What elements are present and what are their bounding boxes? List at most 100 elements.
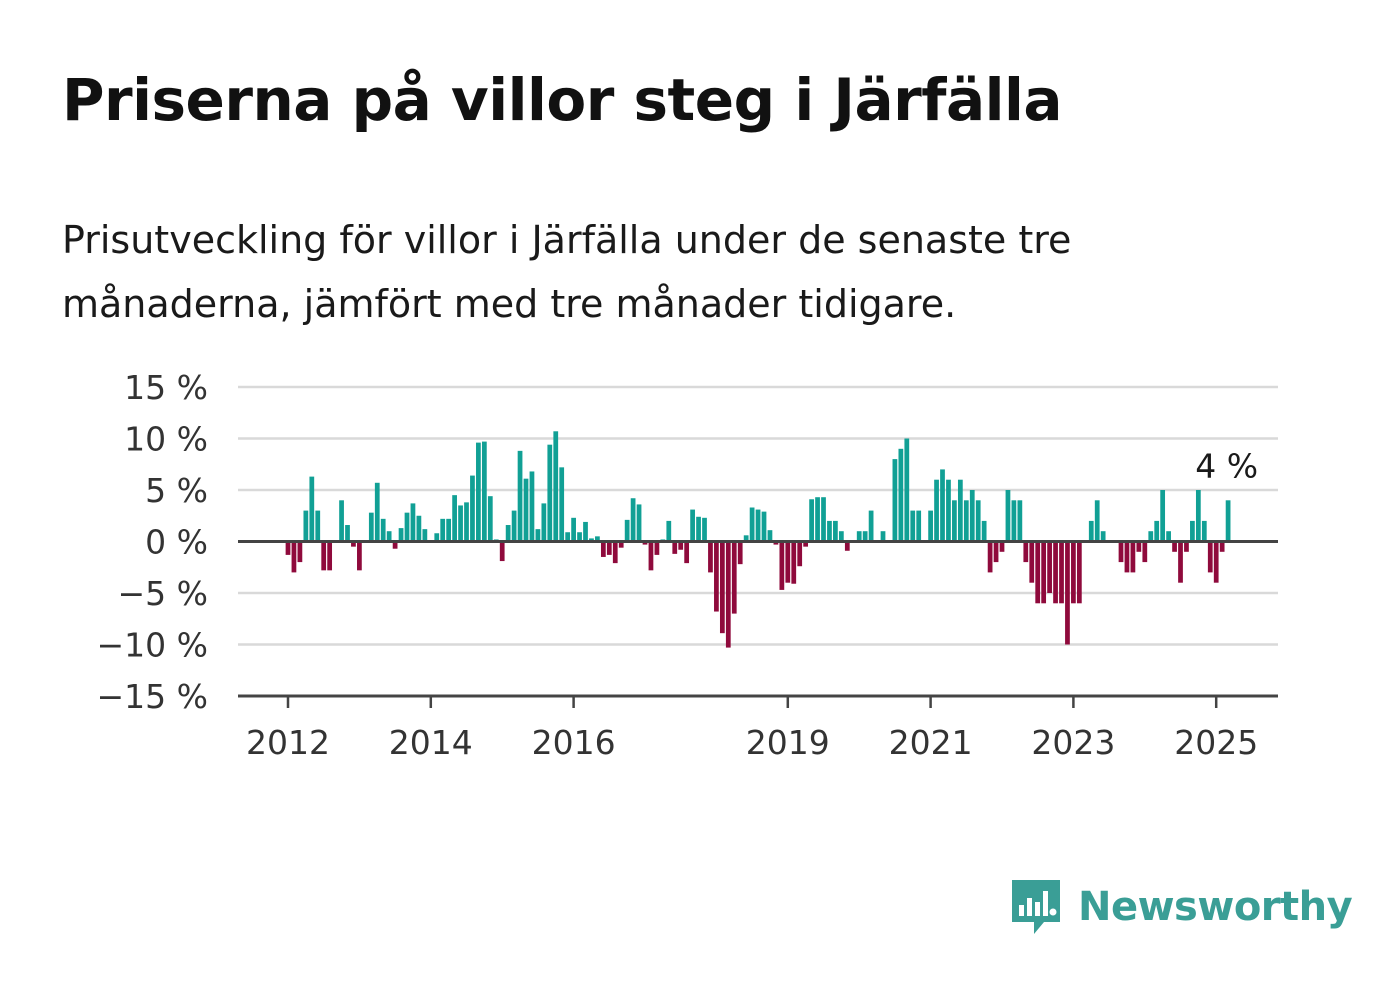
bar	[1178, 541, 1183, 583]
axes: 15 % 10 % 5 % 0 % −5 % −10 % −15 % 2012 2014 2016…	[97, 368, 1278, 762]
bar	[1130, 541, 1136, 573]
bar	[577, 532, 582, 542]
bar	[1041, 541, 1047, 604]
bar	[351, 541, 356, 547]
bar	[368, 512, 374, 542]
bar	[1195, 490, 1201, 542]
bar	[630, 498, 636, 542]
bar	[589, 538, 594, 542]
bar	[422, 529, 428, 542]
x-tick-label: 2023	[1031, 723, 1115, 762]
bar	[1219, 541, 1225, 552]
bar	[618, 541, 624, 548]
bar	[553, 431, 559, 542]
bar	[791, 541, 797, 584]
bar	[624, 519, 630, 542]
brand-name: Newsworthy	[1078, 884, 1353, 930]
bars	[285, 431, 1231, 648]
x-tick-label: 2012	[246, 723, 330, 762]
bar	[517, 450, 523, 542]
bar	[1154, 520, 1160, 542]
bar	[969, 490, 975, 542]
bar	[1017, 500, 1023, 542]
bar	[725, 541, 731, 648]
bar	[612, 541, 618, 564]
bar	[827, 520, 832, 542]
bar	[1059, 541, 1064, 604]
bar	[285, 541, 291, 555]
bar	[934, 479, 939, 542]
bar	[981, 520, 987, 542]
bar	[606, 541, 612, 555]
bar	[719, 541, 725, 634]
bar	[696, 516, 701, 542]
bar	[797, 541, 803, 567]
bar	[404, 512, 410, 542]
x-tick-label: 2014	[389, 723, 473, 762]
bar	[904, 438, 910, 542]
bar	[642, 541, 648, 545]
bar	[1053, 541, 1058, 604]
bar	[654, 541, 660, 555]
bar	[1184, 541, 1189, 552]
bar	[315, 510, 321, 542]
bar	[636, 504, 642, 542]
y-tick-label: 5 %	[145, 471, 208, 510]
bar	[684, 541, 690, 564]
bar	[416, 515, 422, 542]
bar	[749, 507, 755, 542]
bar	[708, 541, 713, 573]
bar	[743, 535, 749, 542]
bar	[898, 448, 904, 542]
bar	[946, 479, 951, 542]
bar	[1148, 531, 1154, 542]
bar	[1011, 500, 1017, 542]
bar	[1166, 531, 1171, 542]
bar	[702, 517, 707, 542]
bar	[892, 459, 898, 542]
bar	[856, 531, 862, 542]
bar	[963, 500, 969, 542]
bar	[380, 518, 386, 542]
bar	[916, 510, 922, 542]
bar	[1136, 541, 1142, 552]
bar	[862, 531, 868, 542]
bar	[731, 541, 737, 614]
bar	[1076, 541, 1082, 604]
bar	[398, 528, 404, 542]
bar	[392, 541, 398, 549]
bar	[434, 533, 440, 542]
bar	[1065, 541, 1070, 645]
bar	[1172, 541, 1177, 552]
bar	[303, 510, 309, 542]
bar	[1142, 541, 1148, 563]
y-tick-label: −5 %	[118, 574, 209, 613]
bar	[541, 503, 547, 542]
bar	[505, 525, 511, 542]
bar	[940, 469, 945, 542]
bar	[1124, 541, 1130, 573]
bar	[1213, 541, 1219, 583]
bar	[755, 509, 761, 542]
bar	[987, 541, 993, 573]
bar	[880, 531, 886, 542]
x-tick-label: 2016	[532, 723, 616, 762]
bar	[648, 541, 654, 571]
bar	[559, 467, 565, 542]
bar	[993, 541, 999, 563]
bar	[595, 536, 600, 542]
bar	[321, 541, 327, 571]
bar	[1071, 541, 1076, 604]
bar	[666, 520, 672, 542]
y-tick-label: 10 %	[124, 420, 208, 459]
bar	[1094, 500, 1100, 542]
x-tick-label: 2019	[746, 723, 830, 762]
bar	[815, 497, 820, 542]
latest-value-label: 4 %	[1195, 446, 1258, 485]
bar	[779, 541, 785, 590]
bar	[1100, 531, 1106, 542]
bar	[565, 532, 571, 542]
y-tick-label: −10 %	[97, 626, 209, 665]
bar	[291, 541, 297, 573]
bar	[1201, 520, 1207, 542]
